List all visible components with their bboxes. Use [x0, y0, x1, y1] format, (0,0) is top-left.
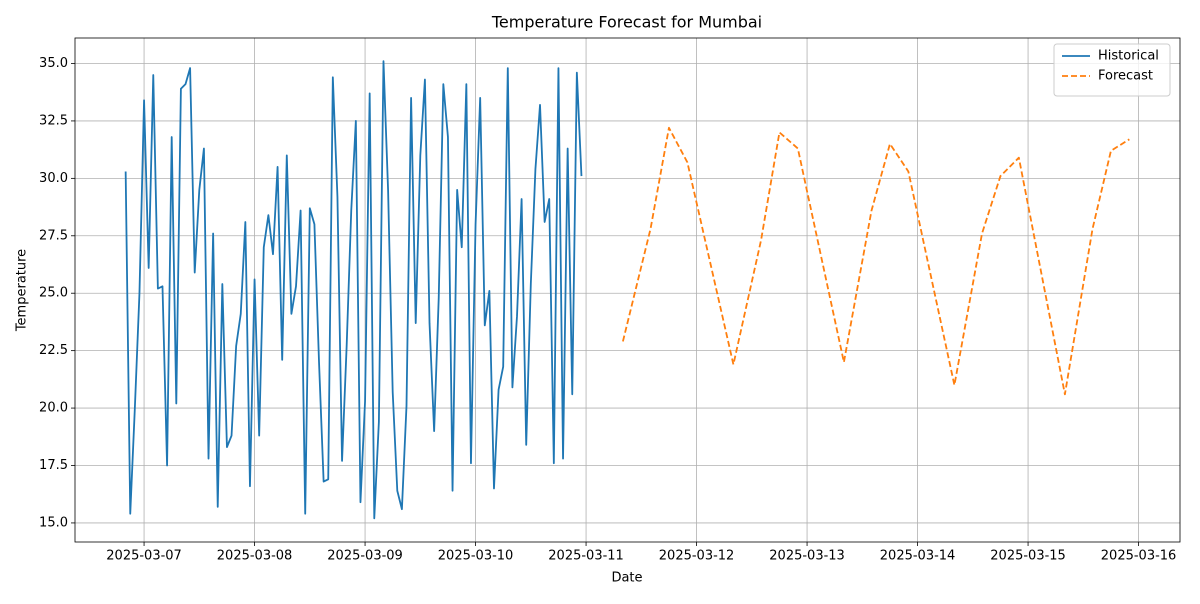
- y-tick-label: 32.5: [39, 113, 68, 128]
- x-tick-label: 2025-03-13: [769, 549, 845, 564]
- legend: Historical Forecast: [1053, 43, 1171, 97]
- x-tick-label: 2025-03-08: [217, 549, 293, 564]
- x-tick-label: 2025-03-14: [880, 549, 956, 564]
- y-tick-label: 17.5: [39, 458, 68, 473]
- legend-label: Forecast: [1098, 69, 1153, 84]
- chart-title: Temperature Forecast for Mumbai: [491, 13, 762, 32]
- legend-box: [1053, 43, 1171, 97]
- y-tick-label: 30.0: [39, 171, 68, 186]
- y-tick-label: 15.0: [39, 515, 68, 530]
- x-tick-label: 2025-03-10: [438, 549, 514, 564]
- x-tick-label: 2025-03-09: [327, 549, 403, 564]
- x-tick-label: 2025-03-07: [106, 549, 182, 564]
- y-tick-label: 35.0: [39, 56, 68, 71]
- x-tick-label: 2025-03-16: [1101, 549, 1177, 564]
- grid: [75, 38, 1180, 542]
- x-axis-label: Date: [611, 571, 642, 586]
- x-tick-label: 2025-03-12: [659, 549, 735, 564]
- x-tick-label: 2025-03-15: [990, 549, 1066, 564]
- y-tick-label: 27.5: [39, 228, 68, 243]
- x-tick-label: 2025-03-11: [548, 549, 624, 564]
- y-tick-label: 25.0: [39, 286, 68, 301]
- plot-frame: [74, 37, 1181, 543]
- series-line: [622, 126, 1130, 396]
- y-tick-label: 22.5: [39, 343, 68, 358]
- y-tick-label: 20.0: [39, 401, 68, 416]
- series-line: [124, 60, 583, 520]
- legend-label: Historical: [1098, 49, 1159, 64]
- y-axis-label: Temperature: [15, 249, 30, 332]
